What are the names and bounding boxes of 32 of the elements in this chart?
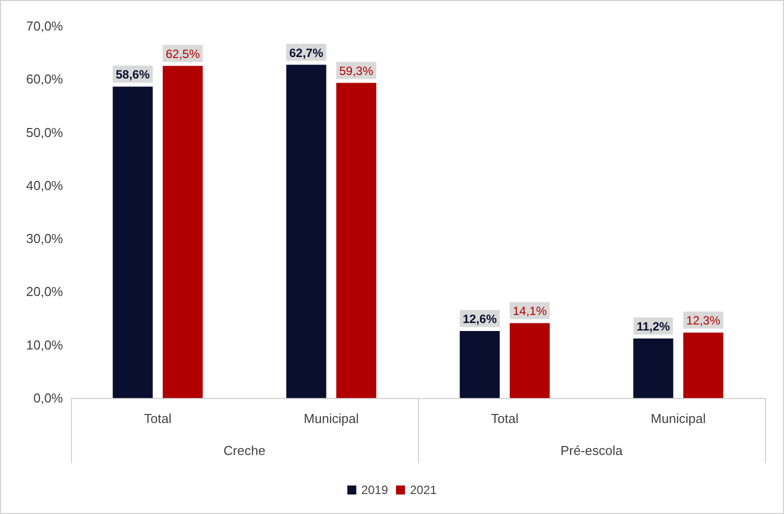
bar [286, 64, 326, 398]
bar [510, 323, 550, 398]
data-label: 12,3% [686, 314, 721, 328]
bar [633, 338, 674, 398]
text: Pré-escola [560, 443, 624, 458]
data-label: 62,5% [166, 46, 200, 61]
y-tick-label: 50,0% [26, 124, 64, 140]
x-tick-label: Total [144, 411, 172, 426]
y-tick-label: 60,0% [26, 72, 64, 87]
bar [162, 66, 203, 398]
bar [336, 82, 376, 398]
y-tick-label: 0,0% [33, 390, 64, 406]
legend-label: 2021 [410, 483, 438, 497]
data-label: 62,7% [289, 46, 324, 60]
data-label: 14,1% [512, 304, 548, 318]
legend-label: 2019 [361, 483, 388, 497]
bar [112, 86, 153, 398]
y-tick-label: 10,0% [26, 337, 64, 352]
y-tick-label: 20,0% [26, 284, 64, 300]
y-tick-label: 70,0% [26, 18, 64, 34]
y-tick-label: 30,0% [26, 231, 64, 246]
data-label: 58,6% [116, 68, 150, 82]
y-tick-label: 40,0% [26, 178, 64, 193]
data-label: 12,6% [462, 312, 498, 326]
data-label: 59,3% [339, 64, 374, 78]
x-tick-label: Municipal [304, 411, 359, 426]
text: Creche [224, 443, 266, 458]
x-tick-label: Total [491, 411, 519, 426]
bar [460, 331, 500, 398]
data-label: 11,2% [636, 319, 670, 334]
bar [683, 332, 724, 398]
x-tick-label: Municipal [650, 411, 706, 426]
